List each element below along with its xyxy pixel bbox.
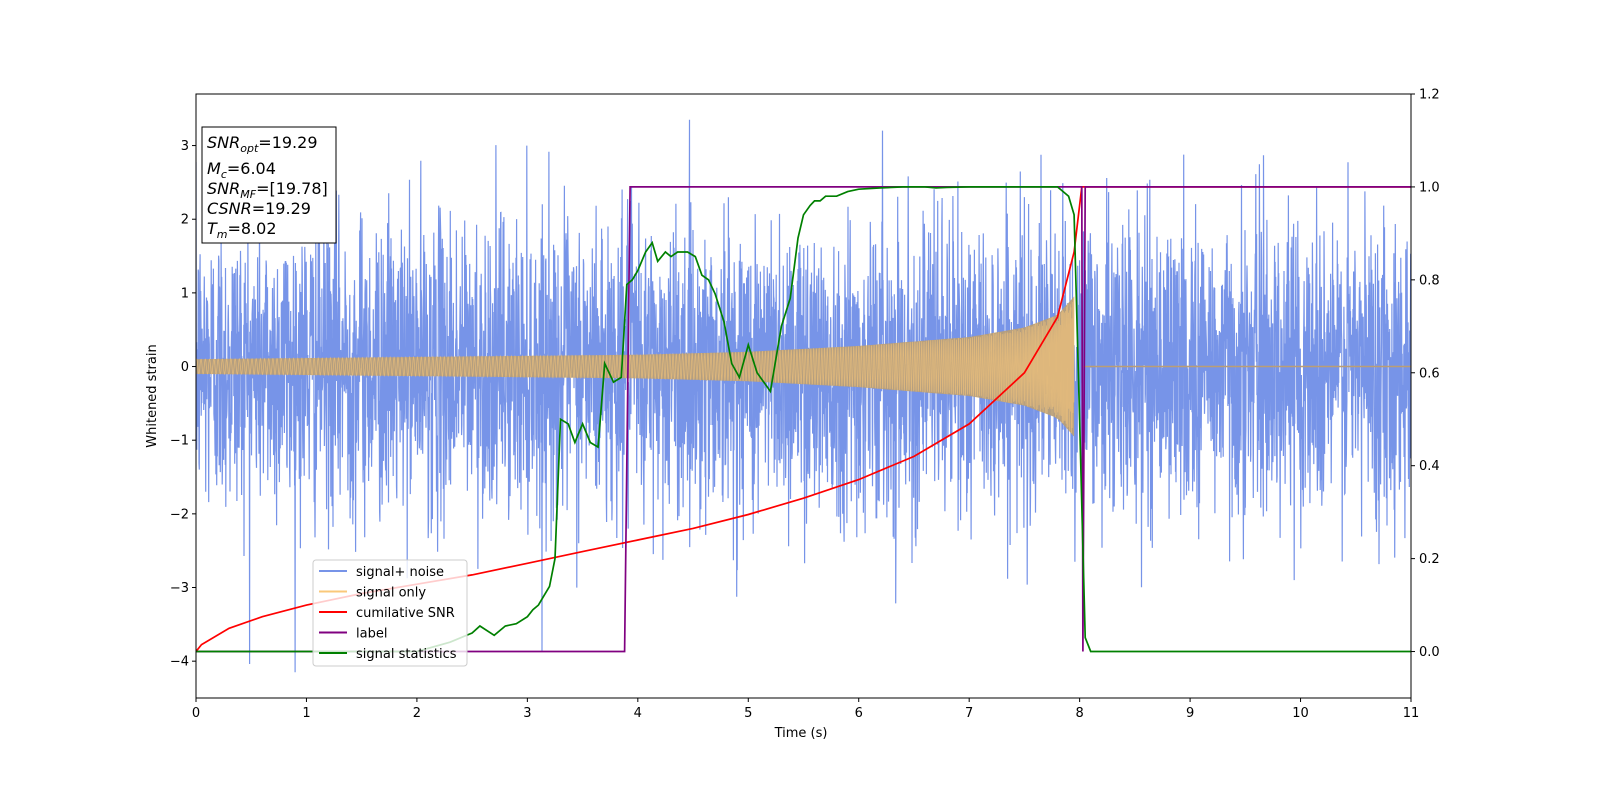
y-axis-label: Whitened strain — [145, 344, 160, 447]
x-axis-label: Time (s) — [774, 726, 828, 741]
y2-tick-label: 0.8 — [1419, 273, 1440, 288]
axis-layer: 0 1 2 3 4 5 6 7 8 9 10 11 −4 −3 −2 −1 0 1 2 3 0.0 0.2 0.4 0.6 0.… — [170, 88, 1440, 722]
y2-tick-label: 0.2 — [1419, 552, 1440, 567]
x-tick-label: 2 — [413, 706, 421, 721]
x-tick-label: 9 — [1186, 706, 1194, 721]
x-tick-label: 7 — [965, 706, 973, 721]
legend-item-signal-noise: signal+ noise — [319, 565, 444, 580]
y-tick-label: 1 — [181, 286, 189, 301]
x-tick-label: 6 — [855, 706, 863, 721]
legend-item-signal-statistics: signal statistics — [319, 647, 457, 662]
y-tick-label: −1 — [170, 434, 189, 449]
snr-opt-text: SNRopt=19.29 — [207, 133, 318, 155]
legend-item-label: label — [319, 627, 387, 642]
csnr-text: CSNR=19.29 — [207, 199, 311, 218]
series-signal-statistics — [196, 186, 1411, 653]
x-tick-label: 11 — [1403, 706, 1420, 721]
legend-label-cumulative-snr: cumilative SNR — [356, 606, 455, 621]
y-tick-label: −3 — [170, 581, 189, 596]
y-tick-label: −4 — [170, 655, 189, 670]
metrics-annotation: SNRopt=19.29 Mc=6.04 SNRMF=[19.78] CSNR=… — [201, 126, 337, 244]
x-tick-label: 8 — [1075, 706, 1083, 721]
y2-tick-label: 1.0 — [1419, 180, 1440, 195]
legend-label-signal-statistics: signal statistics — [356, 647, 457, 662]
series-signal-only — [196, 296, 1075, 434]
annotation-box — [201, 126, 337, 244]
x-tick-label: 0 — [192, 706, 200, 721]
legend-label-label: label — [356, 627, 387, 642]
x-tick-label: 4 — [634, 706, 642, 721]
series-cumulative-snr — [196, 186, 1411, 653]
y-tick-label: 0 — [181, 360, 189, 375]
y-tick-label: −2 — [170, 507, 189, 522]
series-label — [196, 186, 1411, 653]
mc-text: Mc=6.04 — [207, 159, 276, 181]
tm-text: Tm=8.02 — [207, 219, 277, 241]
y2-tick-label: 0.6 — [1419, 366, 1440, 381]
series-signal-only-band — [196, 296, 1075, 437]
legend-box — [312, 559, 468, 667]
x-tick-label: 5 — [744, 706, 752, 721]
legend-label-signal-only: signal only — [356, 586, 426, 601]
x-tick-label: 1 — [302, 706, 310, 721]
snr-mf-text: SNRMF=[19.78] — [207, 179, 328, 201]
y2-tick-label: 0.4 — [1419, 459, 1440, 474]
plot-layer — [196, 119, 1411, 673]
y-tick-label: 2 — [181, 213, 189, 228]
legend-label-signal-noise: signal+ noise — [356, 565, 444, 580]
legend-item-signal-only: signal only — [319, 586, 426, 601]
y2-tick-label: 0.0 — [1419, 645, 1440, 660]
x-tick-label: 10 — [1292, 706, 1309, 721]
plot-frame — [195, 93, 1412, 699]
x-tick-label: 3 — [523, 706, 531, 721]
legend: signal+ noise signal only cumilative SNR… — [312, 559, 468, 667]
y-tick-label: 3 — [181, 139, 189, 154]
y2-tick-label: 1.2 — [1419, 88, 1440, 103]
legend-item-cumulative-snr: cumilative SNR — [319, 606, 455, 621]
